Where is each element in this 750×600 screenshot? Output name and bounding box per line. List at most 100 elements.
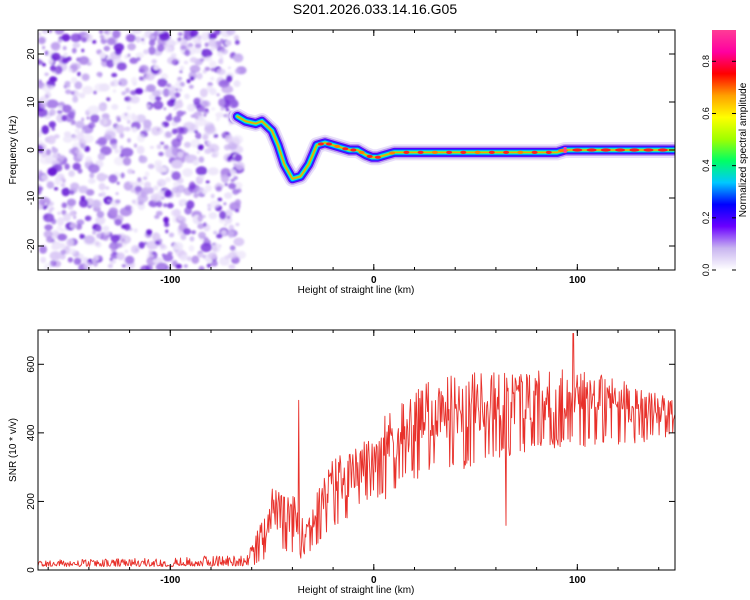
- noise-blob: [215, 151, 219, 156]
- noise-blob: [53, 187, 59, 191]
- noise-blob: [72, 42, 81, 48]
- noise-blob: [208, 212, 218, 220]
- noise-blob: [145, 73, 155, 81]
- noise-blob: [173, 115, 182, 123]
- noise-blob: [232, 135, 244, 145]
- noise-blob: [69, 190, 75, 196]
- noise-blob: [198, 265, 205, 270]
- noise-blob: [175, 263, 182, 269]
- noise-blob: [48, 121, 56, 128]
- noise-blob: [206, 263, 212, 268]
- noise-blob: [195, 132, 202, 140]
- noise-blob: [129, 181, 135, 185]
- ridge-marker: [563, 147, 567, 153]
- noise-blob: [175, 192, 181, 198]
- ridge-hotspot: [474, 150, 481, 154]
- noise-blob: [193, 192, 199, 199]
- noise-blob: [41, 30, 49, 35]
- noise-blob: [235, 222, 240, 227]
- noise-blob: [63, 84, 68, 89]
- noise-blob: [47, 135, 56, 145]
- noise-blob: [152, 90, 161, 97]
- snr-ytick-label: 200: [26, 493, 37, 510]
- noise-blob: [146, 256, 157, 266]
- noise-blob: [68, 111, 76, 119]
- noise-blob: [234, 154, 242, 162]
- noise-blob: [149, 145, 154, 149]
- noise-blob: [182, 168, 193, 177]
- noise-blob: [207, 141, 212, 145]
- ridge-hotspot: [488, 150, 495, 154]
- noise-blob: [112, 30, 121, 39]
- noise-blob: [153, 64, 160, 71]
- noise-blob: [147, 163, 155, 169]
- snr-xtick-label: 0: [371, 575, 377, 586]
- noise-blob: [96, 233, 102, 239]
- noise-blob: [127, 43, 136, 51]
- snr-xtick-label: -100: [160, 575, 180, 586]
- noise-blob: [83, 261, 93, 270]
- noise-blob: [60, 176, 65, 182]
- noise-blob: [67, 248, 76, 256]
- noise-blob: [190, 76, 195, 81]
- noise-blob: [205, 56, 213, 62]
- noise-blob: [197, 187, 205, 196]
- snr-ytick-label: 600: [26, 356, 37, 373]
- noise-blob: [138, 155, 148, 164]
- noise-blob: [111, 248, 117, 253]
- noise-blob: [139, 65, 146, 73]
- noise-blob: [47, 167, 58, 177]
- noise-blob: [217, 51, 223, 57]
- noise-blob: [60, 249, 66, 255]
- noise-blob: [207, 32, 217, 40]
- noise-blob: [228, 134, 232, 138]
- noise-blob: [42, 45, 46, 50]
- noise-blob: [154, 240, 161, 245]
- noise-blob: [106, 59, 115, 68]
- noise-blob: [72, 162, 81, 171]
- noise-blob: [63, 213, 71, 222]
- noise-blob: [118, 81, 122, 86]
- noise-blob: [216, 68, 226, 76]
- noise-blob: [224, 192, 233, 199]
- ridge-hotspot: [586, 148, 597, 152]
- noise-blob: [121, 91, 126, 96]
- noise-blob: [41, 175, 49, 181]
- noise-blob: [111, 104, 119, 110]
- noise-blob: [187, 42, 194, 48]
- noise-blob: [44, 72, 49, 77]
- ridge-hotspot: [629, 148, 640, 152]
- ridge-hotspot: [545, 150, 552, 154]
- noise-blob: [164, 222, 170, 228]
- noise-blob: [131, 199, 136, 204]
- noise-blob: [163, 203, 168, 208]
- noise-blob: [152, 258, 158, 264]
- noise-blob: [174, 92, 181, 98]
- noise-blob: [119, 235, 131, 244]
- ridge-hotspot: [366, 154, 373, 158]
- noise-blob: [69, 222, 77, 229]
- noise-blob: [69, 211, 75, 217]
- noise-blob: [38, 32, 41, 37]
- spectrogram-heatmap: [38, 30, 675, 270]
- noise-blob: [148, 249, 153, 255]
- noise-blob: [148, 46, 156, 55]
- ridge-hotspot: [358, 150, 365, 154]
- noise-blob: [106, 97, 111, 102]
- noise-blob: [62, 135, 73, 143]
- noise-blob: [209, 87, 217, 96]
- noise-blob: [100, 191, 106, 197]
- noise-blob: [227, 66, 231, 70]
- noise-blob: [51, 244, 58, 251]
- ridge-hotspot: [317, 142, 324, 146]
- noise-blob: [50, 41, 61, 52]
- noise-blob: [219, 210, 227, 220]
- noise-blob: [184, 141, 191, 148]
- noise-blob: [221, 85, 234, 94]
- noise-blob: [71, 48, 77, 54]
- spectrogram-ytick-label: 10: [26, 96, 37, 108]
- noise-blob: [52, 152, 61, 159]
- noise-blob: [61, 202, 68, 209]
- noise-blob: [63, 52, 68, 57]
- noise-blobs: [38, 30, 247, 270]
